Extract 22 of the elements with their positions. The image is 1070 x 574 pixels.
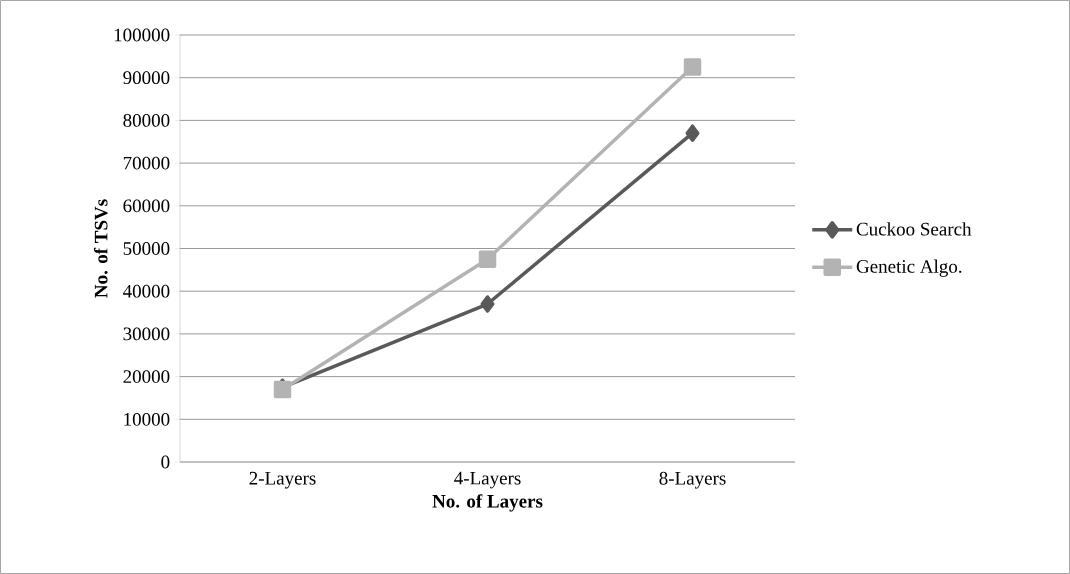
y-tick-label: 80000 [123, 113, 170, 127]
x-tick-label: 8-Layers [659, 471, 726, 489]
y-tick-label: 60000 [123, 199, 170, 213]
point [480, 295, 495, 313]
point [683, 58, 702, 76]
point [478, 250, 497, 268]
y-tick-label: 70000 [123, 156, 170, 170]
y-tick-label: 10000 [124, 412, 170, 426]
x-tick-label: 4-Layers [454, 471, 521, 489]
y-tick-label: 20000 [123, 370, 170, 384]
y-tick-label: 50000 [123, 242, 170, 255]
point [685, 124, 700, 142]
y-tick-label: 100000 [114, 28, 170, 42]
legend-label: Cuckoo Search [856, 222, 972, 236]
y-tick-label: 90000 [123, 71, 170, 85]
legend-label: Genetic Algo. [856, 259, 962, 277]
y-tick-label: 0 [161, 455, 170, 469]
y-tick-label: 40000 [123, 284, 170, 298]
x-tick-label: 2-Layers [249, 471, 316, 489]
y-tick-label: 30000 [123, 327, 170, 341]
x-axis-title: No. of Layers [432, 494, 543, 512]
y-axis-title: No. of TSVs [93, 199, 108, 298]
